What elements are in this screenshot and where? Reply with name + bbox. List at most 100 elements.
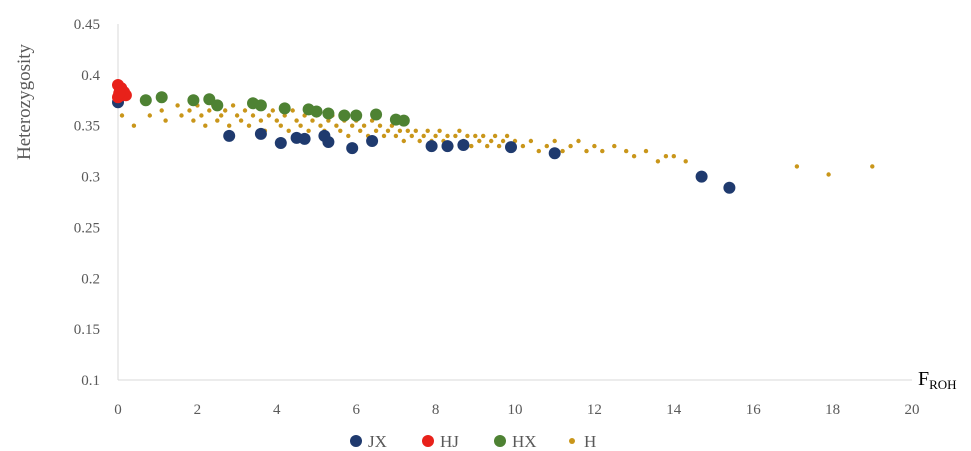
series-HX <box>139 91 410 127</box>
point-H <box>465 133 470 139</box>
series-JX <box>112 96 736 194</box>
point-H <box>485 143 490 149</box>
point-H <box>552 138 557 144</box>
point-H <box>397 128 403 133</box>
point-HX <box>350 109 363 122</box>
point-H <box>794 164 800 169</box>
y-axis-ticks: 0.1 0.15 0.2 0.25 0.3 0.35 0.4 0.45 <box>74 17 101 389</box>
point-H <box>377 123 383 128</box>
point-HX <box>187 94 200 107</box>
point-H <box>175 103 180 108</box>
point-HX <box>370 108 383 121</box>
point-H <box>528 138 534 144</box>
x-tick-label: 0 <box>114 402 122 418</box>
point-H <box>298 123 303 128</box>
point-H <box>338 128 343 133</box>
point-JX <box>723 181 736 194</box>
point-H <box>393 133 399 139</box>
point-HX <box>310 105 323 118</box>
point-H <box>199 113 204 118</box>
point-H <box>163 118 168 123</box>
y-tick-label: 0.2 <box>81 271 100 287</box>
point-JX <box>223 129 236 142</box>
point-HX <box>155 91 168 104</box>
point-H <box>500 138 506 144</box>
point-HX <box>338 109 351 122</box>
y-tick-label: 0.1 <box>81 373 100 389</box>
point-H <box>318 123 323 128</box>
y-tick-label: 0.3 <box>81 170 100 186</box>
point-H <box>592 143 597 149</box>
point-H <box>663 154 669 159</box>
point-H <box>274 118 279 123</box>
point-H <box>584 148 589 154</box>
point-H <box>671 154 676 159</box>
point-H <box>417 138 422 144</box>
point-H <box>405 128 410 133</box>
point-JX <box>548 147 561 160</box>
point-H <box>576 138 581 144</box>
x-tick-label: 18 <box>825 402 840 418</box>
point-H <box>119 113 125 118</box>
legend-label: HX <box>512 432 537 451</box>
point-H <box>346 133 351 139</box>
point-H <box>481 133 486 139</box>
point-H <box>219 113 224 118</box>
point-HX <box>139 94 152 107</box>
y-tick-label: 0.25 <box>74 220 100 236</box>
point-HX <box>254 99 267 112</box>
legend-item-JX: JX <box>350 432 387 451</box>
legend: JX HJ HX H <box>350 432 596 451</box>
point-H <box>568 143 573 149</box>
point-H <box>496 143 502 149</box>
y-tick-label: 0.4 <box>81 68 100 84</box>
legend-marker <box>350 435 362 447</box>
point-H <box>826 172 831 177</box>
point-H <box>504 133 510 139</box>
point-HX <box>211 99 224 112</box>
legend-label: JX <box>368 432 387 451</box>
data-points <box>112 79 875 194</box>
point-H <box>179 113 184 118</box>
point-H <box>203 123 208 128</box>
point-JX <box>425 140 438 153</box>
x-tick-label: 8 <box>432 402 440 418</box>
point-JX <box>505 141 517 154</box>
point-HX <box>397 114 410 127</box>
point-H <box>433 133 438 139</box>
x-tick-label: 4 <box>273 402 281 418</box>
point-H <box>191 118 196 123</box>
point-JX <box>274 137 287 149</box>
point-H <box>358 128 363 133</box>
point-H <box>683 159 688 164</box>
point-H <box>223 108 228 113</box>
point-H <box>215 118 220 123</box>
x-axis-label-main: F <box>918 368 929 390</box>
x-tick-label: 16 <box>746 402 762 418</box>
point-H <box>631 154 637 159</box>
point-H <box>560 148 565 154</box>
point-H <box>520 143 526 149</box>
point-H <box>870 164 875 169</box>
point-H <box>234 113 240 118</box>
point-H <box>310 118 315 123</box>
point-JX <box>695 170 708 183</box>
point-H <box>258 118 264 123</box>
x-tick-label: 14 <box>666 402 682 418</box>
point-H <box>131 123 137 128</box>
point-H <box>207 108 212 113</box>
y-tick-label: 0.15 <box>74 322 100 338</box>
legend-label: HJ <box>440 432 459 451</box>
point-H <box>187 108 192 113</box>
point-H <box>334 123 339 128</box>
point-H <box>238 118 244 123</box>
legend-label: H <box>584 432 596 451</box>
point-H <box>544 143 549 149</box>
point-JX <box>322 136 335 148</box>
point-H <box>445 133 450 139</box>
point-H <box>242 108 248 113</box>
legend-marker <box>422 435 434 447</box>
point-H <box>290 108 295 113</box>
point-H <box>306 128 311 133</box>
series-HJ <box>112 79 132 104</box>
